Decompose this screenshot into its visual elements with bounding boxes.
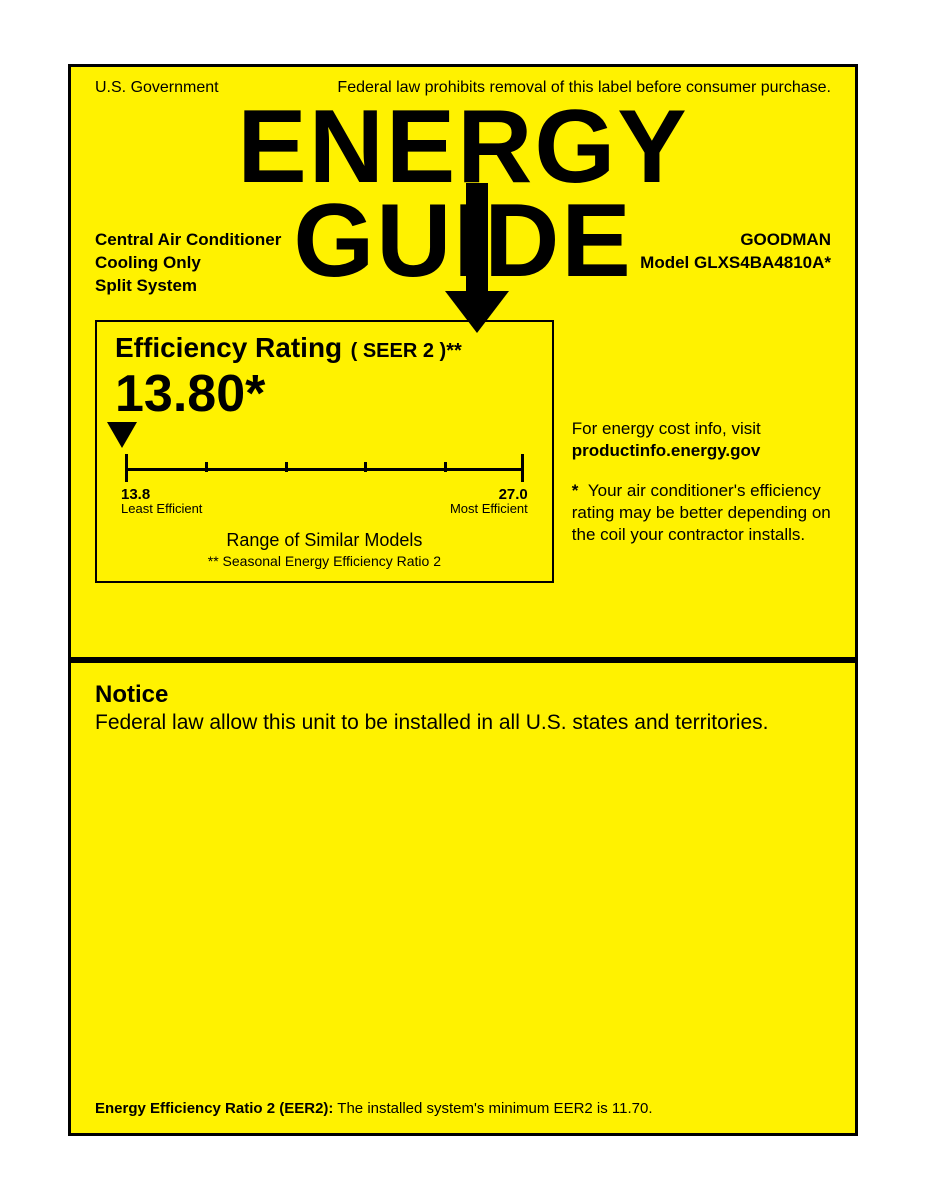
brand-model: GOODMAN Model GLXS4BA4810A*	[640, 229, 831, 298]
energy-url: productinfo.energy.gov	[572, 441, 761, 460]
side-info: For energy cost info, visit productinfo.…	[572, 320, 831, 583]
product-line1: Central Air Conditioner	[95, 229, 281, 252]
range-text: Range of Similar Models	[115, 530, 534, 551]
logo-text-left: ENERG	[237, 101, 617, 195]
brand-name: GOODMAN	[640, 229, 831, 252]
efficiency-rating-box: Efficiency Rating ( SEER 2 )** 13.80* 13…	[95, 320, 554, 583]
notice-text: Federal law allow this unit to be instal…	[95, 711, 831, 735]
notice-section: Notice Federal law allow this unit to be…	[71, 663, 855, 1133]
scale-tick	[444, 462, 447, 472]
scale-tick	[364, 462, 367, 472]
rating-subtitle: ( SEER 2 )**	[351, 340, 462, 362]
energy-guide-label: U.S. Government Federal law prohibits re…	[68, 64, 858, 1136]
eer-text: The installed system's minimum EER2 is 1…	[333, 1100, 652, 1117]
energyguide-logo: ENERGYGUIDE	[95, 101, 831, 221]
gov-text: U.S. Government	[95, 79, 219, 97]
model-number: Model GLXS4BA4810A*	[640, 252, 831, 275]
rating-area: Efficiency Rating ( SEER 2 )** 13.80* 13…	[95, 320, 831, 583]
scale-sublabels: Least Efficient Most Efficient	[121, 501, 528, 516]
scale-tick-end	[521, 454, 524, 482]
max-label: Most Efficient	[450, 501, 528, 516]
asterisk-text: Your air conditioner's efficiency rating…	[572, 481, 831, 544]
arrow-stem-icon	[466, 183, 488, 299]
top-section: U.S. Government Federal law prohibits re…	[71, 67, 855, 663]
eer-label: Energy Efficiency Ratio 2 (EER2):	[95, 1100, 333, 1117]
notice-title: Notice	[95, 681, 831, 709]
asterisk-icon: *	[572, 481, 579, 500]
logo-text-right: GUIDE	[293, 195, 632, 289]
rating-title-row: Efficiency Rating ( SEER 2 )**	[115, 332, 534, 364]
scale-line	[125, 468, 524, 471]
seer-footnote: ** Seasonal Energy Efficiency Ratio 2	[115, 553, 534, 569]
eer-line: Energy Efficiency Ratio 2 (EER2): The in…	[95, 1100, 831, 1117]
product-line2: Cooling Only	[95, 252, 281, 275]
asterisk-note: * Your air conditioner's efficiency rati…	[572, 480, 831, 546]
pointer-triangle-icon	[107, 422, 137, 448]
scale-tick	[205, 462, 208, 472]
visit-text: For energy cost info, visit	[572, 419, 761, 438]
rating-title: Efficiency Rating	[115, 332, 342, 363]
energy-cost-info: For energy cost info, visit productinfo.…	[572, 418, 831, 462]
min-label: Least Efficient	[121, 501, 202, 516]
product-type: Central Air Conditioner Cooling Only Spl…	[95, 229, 281, 298]
product-line3: Split System	[95, 275, 281, 298]
efficiency-scale	[125, 454, 524, 484]
rating-value: 13.80*	[115, 368, 534, 420]
scale-tick	[285, 462, 288, 472]
scale-tick-start	[125, 454, 128, 482]
